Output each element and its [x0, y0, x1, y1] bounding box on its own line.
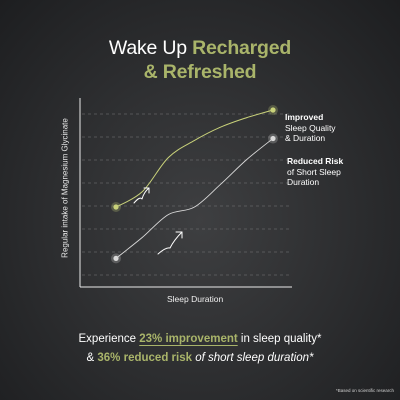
y-axis-label: Regular intake of Magnesium Glycinate [60, 118, 70, 258]
point-1-start [113, 204, 119, 210]
title-highlight: Recharged [192, 37, 292, 59]
footer-line-1: Experience 23% improvement in sleep qual… [0, 330, 400, 349]
footer-claims: Experience 23% improvement in sleep qual… [0, 330, 400, 368]
legend-2-line2: of Short Sleep [287, 166, 341, 177]
legend-2-title: Reduced Risk [287, 156, 344, 166]
legend-series-1: Improved Sleep Quality & Duration [285, 112, 336, 144]
legend-1-line3: & Duration [285, 133, 326, 143]
legend-1-line2: Sleep Quality [285, 122, 336, 133]
legend-1-title: Improved [285, 112, 324, 122]
footer-1-post: in sleep quality* [240, 333, 322, 345]
series-line-1 [115, 109, 274, 208]
series-line-2 [115, 138, 274, 259]
point-1-end [270, 107, 276, 113]
chart-grid [82, 113, 290, 276]
title-line2: & Refreshed [143, 61, 257, 83]
legend-series-2: Reduced Risk of Short Sleep Duration [287, 156, 343, 188]
point-2-end [270, 135, 276, 142]
footer-2-post: of short sleep duration* [195, 352, 314, 364]
footer-2-highlight: 36% reduced risk [97, 352, 192, 364]
x-axis-label: Sleep Duration [167, 294, 224, 304]
legend-2-line3: Duration [287, 177, 320, 187]
chart-series [111, 105, 278, 264]
arrow-icon-1 [133, 187, 150, 204]
footer-1-highlight: 23% improvement [139, 333, 238, 345]
page-title: Wake Up Recharged & Refreshed [0, 36, 400, 84]
arrow-icon-2 [157, 231, 183, 255]
footer-line-2: & 36% reduced risk of short sleep durati… [0, 349, 400, 368]
title-plain: Wake Up [108, 37, 187, 59]
footnote: *Based on scientific research [335, 388, 394, 393]
footer-2-pre: & [86, 352, 95, 364]
footer-1-pre: Experience [78, 333, 137, 345]
point-2-start [113, 255, 119, 261]
